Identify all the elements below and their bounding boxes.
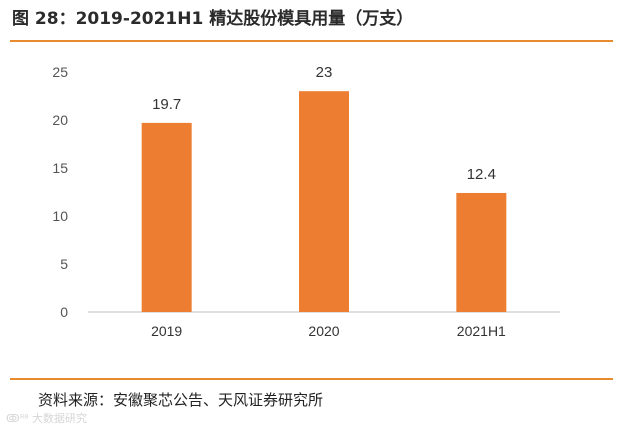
bottom-rule	[10, 378, 613, 380]
data-label: 23	[316, 64, 333, 81]
top-rule	[10, 40, 613, 42]
y-tick-label: 5	[60, 256, 68, 272]
bar-2021h1	[456, 192, 507, 312]
x-axis: 2019 2020 2021H1	[151, 323, 506, 339]
x-tick-label: 2020	[308, 323, 339, 339]
y-tick-label: 15	[52, 160, 68, 176]
source-note: 资料来源：安徽聚芯公告、天风证券研究所	[38, 391, 324, 409]
watermark-icon: ↂ⁸⁸	[6, 412, 33, 425]
bars-group	[141, 91, 507, 312]
chart-title: 图 28：2019-2021H1 精达股份模具用量（万支）	[12, 9, 414, 29]
y-tick-label: 25	[52, 64, 68, 80]
bar-2019	[141, 122, 192, 312]
x-tick-label: 2019	[151, 323, 182, 339]
y-axis: 0 5 10 15 20 25	[52, 64, 68, 320]
data-labels-group: 19.7 23 12.4	[152, 64, 496, 183]
data-label: 12.4	[467, 166, 496, 183]
watermark-text: 大数据研究	[32, 412, 88, 425]
y-tick-label: 0	[60, 304, 68, 320]
bar-2020	[299, 91, 349, 312]
y-tick-label: 10	[52, 208, 68, 224]
watermark: ↂ⁸⁸ 大数据研究	[6, 410, 87, 426]
y-tick-label: 20	[52, 112, 68, 128]
data-label: 19.7	[152, 96, 181, 113]
x-tick-label: 2021H1	[457, 323, 506, 339]
